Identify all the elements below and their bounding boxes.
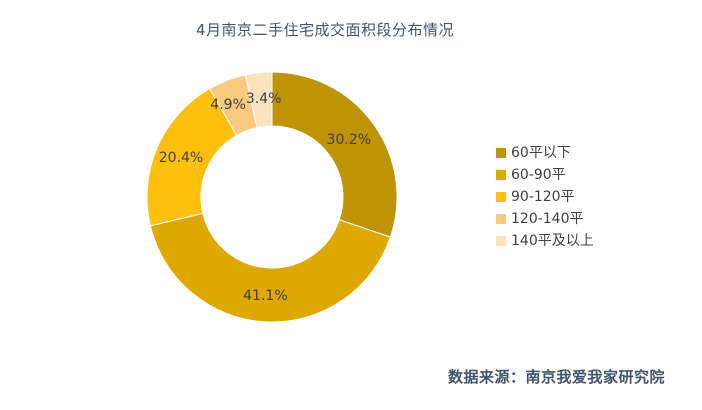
donut-slice-2 <box>146 87 238 227</box>
donut-slice-0 <box>271 71 398 238</box>
legend-swatch-icon <box>496 170 506 180</box>
chart-title: 4月南京二手住宅成交面积段分布情况 <box>195 21 455 39</box>
legend-label: 140平及以上 <box>511 233 594 249</box>
legend-swatch-icon <box>496 148 506 158</box>
legend-item-4: 140平及以上 <box>496 234 594 248</box>
legend-swatch-icon <box>496 214 506 224</box>
legend-swatch-icon <box>496 236 506 246</box>
legend-label: 120-140平 <box>511 211 584 227</box>
legend: 60平以下 60-90平 90-120平 120-140平 140平及以上 <box>496 146 594 256</box>
donut-chart <box>146 71 398 323</box>
legend-item-3: 120-140平 <box>496 212 594 226</box>
legend-item-1: 60-90平 <box>496 168 594 182</box>
donut-slice-4 <box>244 71 273 129</box>
source-note: 数据来源：南京我爱我家研究院 <box>447 368 665 386</box>
legend-label: 90-120平 <box>511 189 575 205</box>
legend-swatch-icon <box>496 192 506 202</box>
legend-item-0: 60平以下 <box>496 146 594 160</box>
legend-label: 60-90平 <box>511 167 566 183</box>
legend-label: 60平以下 <box>511 145 571 161</box>
legend-item-2: 90-120平 <box>496 190 594 204</box>
donut-slice-1 <box>149 212 392 323</box>
